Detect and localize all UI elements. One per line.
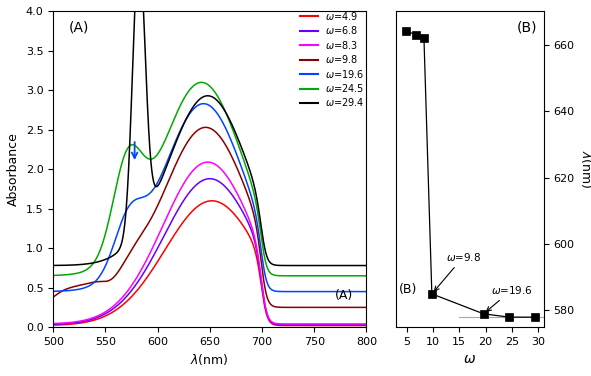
X-axis label: $\omega$: $\omega$ xyxy=(463,352,476,366)
Text: (A): (A) xyxy=(335,289,353,302)
Text: (B): (B) xyxy=(399,282,417,296)
Text: $\omega$=9.8: $\omega$=9.8 xyxy=(434,251,481,291)
X-axis label: $\lambda$(nm): $\lambda$(nm) xyxy=(190,352,229,367)
Y-axis label: $\lambda$(nm): $\lambda$(nm) xyxy=(579,150,591,189)
Y-axis label: Absorbance: Absorbance xyxy=(7,132,20,206)
Text: (B): (B) xyxy=(517,21,538,35)
Legend: $\omega$=4.9, $\omega$=6.8, $\omega$=8.3, $\omega$=9.8, $\omega$=19.6, $\omega$=: $\omega$=4.9, $\omega$=6.8, $\omega$=8.3… xyxy=(300,10,365,108)
Text: (A): (A) xyxy=(69,21,89,35)
Text: $\omega$=19.6: $\omega$=19.6 xyxy=(486,284,533,311)
